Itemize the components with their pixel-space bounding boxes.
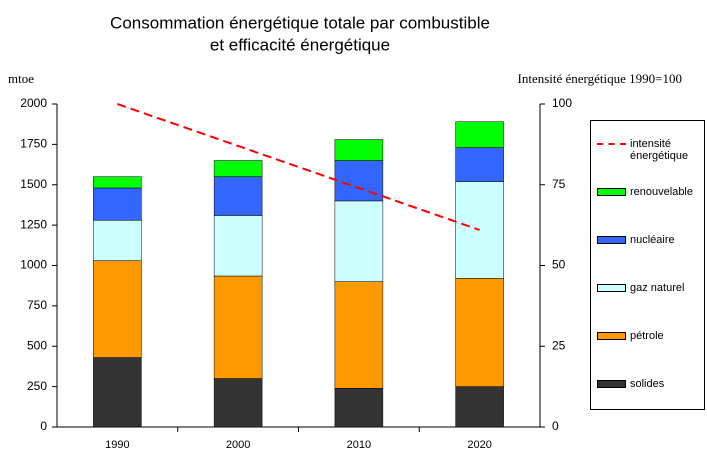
x-tick-label: 2000 — [226, 439, 250, 450]
bar-segment — [93, 220, 142, 261]
bar-segment — [93, 260, 142, 358]
bar-segment — [93, 357, 142, 428]
y2-tick-label: 25 — [552, 338, 566, 352]
bar-segment — [334, 281, 384, 389]
y-tick-label: 500 — [27, 338, 47, 352]
legend-swatch — [597, 188, 626, 196]
y2-tick-label: 75 — [552, 177, 566, 191]
y-tick-label: 1500 — [20, 177, 47, 191]
y-tick-label: 2000 — [20, 96, 47, 110]
y2-tick-label: 0 — [552, 419, 559, 433]
y2-tick-label: 100 — [552, 96, 572, 110]
legend-swatch — [597, 143, 626, 145]
bar-segment — [93, 176, 142, 189]
line-series — [117, 103, 480, 231]
x-tick-label: 2010 — [347, 439, 371, 450]
legend-swatch — [597, 332, 626, 340]
bar-segment — [93, 187, 142, 221]
legend-entry: gaz naturel — [597, 282, 707, 294]
bar-segment — [213, 176, 263, 216]
legend-entry: pétrole — [597, 330, 707, 342]
bar-segment — [334, 387, 384, 428]
legend-label: nucléaire — [630, 234, 675, 246]
legend-swatch — [597, 380, 626, 388]
legend-label: gaz naturel — [630, 282, 685, 294]
bar-segment — [213, 275, 263, 379]
y2-axis-label: Intensité énergétique 1990=100 — [518, 71, 683, 86]
legend-label: intensité énergétique — [630, 138, 689, 162]
legend-swatch — [597, 236, 626, 244]
bar-segment — [455, 386, 504, 428]
y-tick-label: 1250 — [20, 217, 47, 231]
bar-segment — [455, 121, 504, 148]
chart-title: et efficacité énergétique — [210, 35, 390, 54]
bar-segment — [213, 378, 263, 428]
legend: intensité énergétique renouvelable nucléai… — [590, 120, 705, 410]
x-tick-label: 1990 — [105, 439, 129, 450]
legend-entry: renouvelable — [597, 186, 707, 198]
y-tick-label: 1750 — [20, 137, 47, 151]
y-tick-label: 0 — [40, 419, 47, 433]
legend-label: solides — [630, 378, 665, 390]
legend-label: renouvelable — [630, 186, 693, 198]
bar-segment — [455, 278, 504, 387]
legend-entry: intensité énergétique — [597, 138, 707, 162]
legend-entry: nucléaire — [597, 234, 707, 246]
bar-segment — [213, 160, 263, 177]
legend-label: pétrole — [630, 330, 664, 342]
y-axis-label: mtoe — [8, 71, 34, 86]
chart-title: Consommation énergétique totale par comb… — [110, 13, 490, 32]
y-tick-label: 250 — [27, 379, 47, 393]
bar-segment — [213, 215, 263, 277]
y-tick-label: 1000 — [20, 258, 47, 272]
bar-segment — [455, 147, 504, 182]
legend-swatch — [597, 284, 626, 292]
y-tick-label: 750 — [27, 298, 47, 312]
x-tick-label: 2020 — [467, 439, 491, 450]
bar-segment — [334, 139, 384, 161]
y2-tick-label: 50 — [552, 258, 566, 272]
legend-entry: solides — [597, 378, 707, 390]
bar-segment — [334, 200, 384, 282]
